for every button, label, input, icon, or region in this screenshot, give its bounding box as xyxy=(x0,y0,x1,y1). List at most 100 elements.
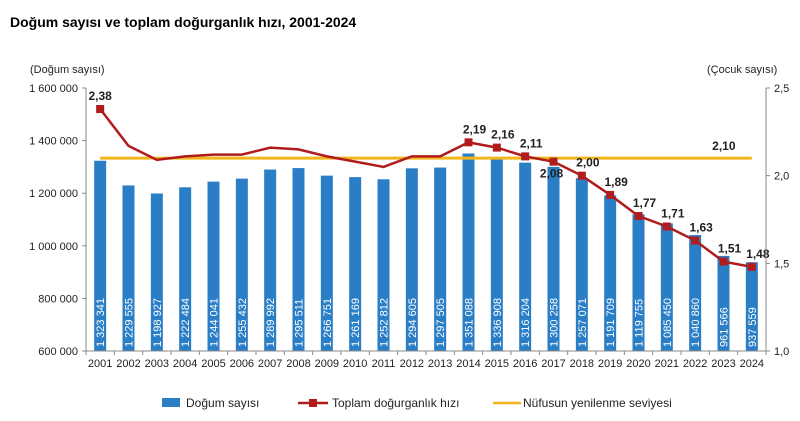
bar-2021 xyxy=(660,223,673,351)
tfr-point-2015 xyxy=(492,143,501,152)
right-tick-label: 2,5 xyxy=(774,83,789,95)
tfr-label: 1,89 xyxy=(604,175,628,189)
x-tick-label: 2007 xyxy=(258,358,282,370)
bar-2014 xyxy=(462,153,475,351)
bar-2011 xyxy=(377,179,390,351)
legend-bar-swatch xyxy=(162,398,180,407)
bar-label: 1 222 484 xyxy=(180,298,192,347)
tfr-point-2017 xyxy=(549,157,558,166)
x-tick-label: 2011 xyxy=(372,358,396,370)
tfr-label: 1,77 xyxy=(633,196,657,210)
x-tick-label: 2001 xyxy=(88,358,112,370)
x-tick-label: 2022 xyxy=(683,358,707,370)
x-tick-label: 2013 xyxy=(428,358,452,370)
tfr-label: 1,48 xyxy=(746,247,770,261)
bar-label: 1 040 860 xyxy=(690,298,702,347)
bar-label: 1 261 169 xyxy=(350,298,362,347)
bar-2023 xyxy=(717,255,730,351)
bar-label: 1 257 071 xyxy=(577,298,589,347)
x-tick-label: 2023 xyxy=(711,358,735,370)
tfr-point-2024 xyxy=(747,262,756,271)
x-tick-label: 2002 xyxy=(116,358,140,370)
bar-2018 xyxy=(575,178,588,351)
bar-label: 1 289 992 xyxy=(265,298,277,347)
bar-2008 xyxy=(292,168,305,351)
bar-label: 1 229 555 xyxy=(124,298,136,347)
tfr-point-2014 xyxy=(464,138,473,147)
bar-label: 1 294 605 xyxy=(407,298,419,347)
x-tick-label: 2019 xyxy=(598,358,622,370)
bar-label: 1 351 088 xyxy=(464,298,476,347)
x-tick-label: 2017 xyxy=(541,358,565,370)
bar-label: 961 566 xyxy=(719,307,731,347)
left-tick-label: 600 000 xyxy=(38,346,78,358)
x-tick-label: 2012 xyxy=(400,358,424,370)
x-tick-label: 2006 xyxy=(230,358,254,370)
left-axis-label: (Doğum sayısı) xyxy=(30,64,105,76)
x-tick-label: 2008 xyxy=(286,358,310,370)
right-tick-label: 2,0 xyxy=(774,171,789,183)
bar-label: 1 244 041 xyxy=(209,298,221,347)
tfr-label: 2,16 xyxy=(491,128,515,142)
tfr-label: 1,63 xyxy=(689,221,713,235)
bar-label: 1 198 927 xyxy=(152,298,164,347)
bar-label: 1 119 755 xyxy=(634,299,646,347)
bar-label: 1 085 450 xyxy=(662,298,674,347)
x-tick-label: 2015 xyxy=(485,358,509,370)
replacement-level-label: 2,10 xyxy=(712,139,736,153)
bar-2010 xyxy=(349,177,362,351)
bar-label: 1 297 505 xyxy=(435,298,447,347)
bar-2005 xyxy=(207,181,220,351)
tfr-point-2021 xyxy=(662,222,671,231)
tfr-point-2023 xyxy=(719,257,728,266)
bar-label: 1 316 204 xyxy=(520,298,532,347)
left-tick-label: 1 200 000 xyxy=(29,188,78,200)
legend-replacement: Nüfusun yenilenme seviyesi xyxy=(523,396,672,410)
legend-births: Doğum sayısı xyxy=(186,396,259,410)
bar-2020 xyxy=(632,214,645,351)
bar-2007 xyxy=(264,169,277,351)
x-tick-label: 2009 xyxy=(315,358,339,370)
tfr-label: 1,71 xyxy=(661,207,685,221)
bar-2015 xyxy=(490,157,503,351)
right-tick-label: 1,0 xyxy=(774,346,789,358)
x-tick-label: 2020 xyxy=(626,358,650,370)
tfr-point-2001 xyxy=(96,105,105,114)
legend-tfr: Toplam doğurganlık hızı xyxy=(332,396,459,410)
bar-2017 xyxy=(547,166,560,351)
chart-title: Doğum sayısı ve toplam doğurganlık hızı,… xyxy=(10,14,356,30)
right-axis-label: (Çocuk sayısı) xyxy=(707,64,777,76)
bar-label: 1 295 511 xyxy=(294,299,306,347)
x-tick-label: 2024 xyxy=(740,358,764,370)
tfr-label: 2,00 xyxy=(576,156,600,170)
tfr-point-2020 xyxy=(634,211,643,220)
bar-2004 xyxy=(179,187,192,351)
bar-2003 xyxy=(150,193,163,351)
bar-2006 xyxy=(235,178,248,351)
tfr-label: 1,51 xyxy=(718,242,742,256)
tfr-point-2018 xyxy=(577,171,586,180)
tfr-label: 2,08 xyxy=(540,167,564,181)
x-tick-label: 2010 xyxy=(343,358,367,370)
bar-label: 1 255 432 xyxy=(237,298,249,347)
x-tick-label: 2016 xyxy=(513,358,537,370)
left-tick-label: 1 600 000 xyxy=(29,83,78,95)
tfr-point-2022 xyxy=(691,236,700,245)
left-tick-label: 1 000 000 xyxy=(29,241,78,253)
legend-tfr-marker xyxy=(309,399,317,407)
x-tick-label: 2021 xyxy=(655,358,679,370)
bar-2013 xyxy=(434,167,447,351)
bar-2022 xyxy=(689,235,702,351)
bar-label: 1 191 709 xyxy=(605,298,617,347)
tfr-label: 2,11 xyxy=(520,136,543,150)
bar-2002 xyxy=(122,185,135,351)
bar-label: 1 300 258 xyxy=(549,298,561,347)
x-tick-label: 2014 xyxy=(456,358,480,370)
x-tick-label: 2018 xyxy=(570,358,594,370)
x-tick-label: 2004 xyxy=(173,358,197,370)
bar-2009 xyxy=(320,175,333,351)
bar-2019 xyxy=(604,195,617,351)
left-tick-label: 800 000 xyxy=(38,293,78,305)
right-tick-label: 1,5 xyxy=(774,258,789,270)
